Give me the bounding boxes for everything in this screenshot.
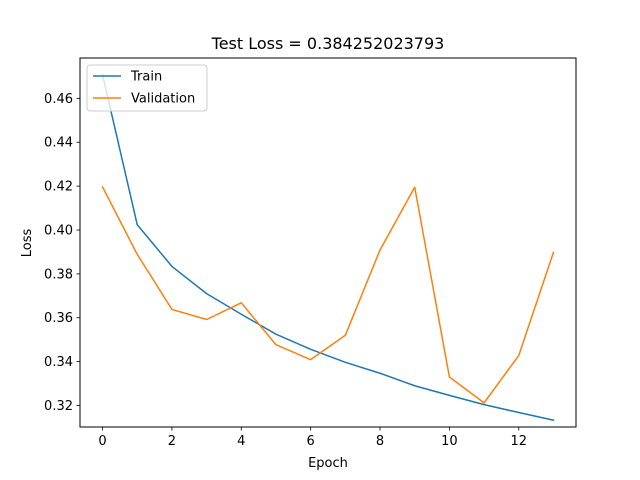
chart-title: Test Loss = 0.384252023793: [211, 34, 445, 53]
plot-frame: [79, 57, 577, 428]
legend-label-train: Train: [130, 70, 162, 85]
y-tick-label: 0.32: [44, 399, 73, 414]
y-tick-label: 0.42: [44, 180, 73, 195]
y-tick-label: 0.40: [44, 223, 73, 238]
y-axis-label: Loss: [20, 229, 35, 258]
x-axis-ticks: 0 2 4 6 8 10 12: [98, 427, 527, 449]
y-tick-label: 0.34: [44, 355, 73, 370]
legend-label-validation: Validation: [131, 92, 195, 107]
series-line-train: [101, 73, 555, 422]
series-layer: [101, 73, 555, 422]
y-tick-label: 0.38: [44, 267, 73, 282]
x-tick-label: 2: [168, 434, 176, 449]
x-tick-label: 8: [376, 434, 384, 449]
x-axis-label: Epoch: [308, 456, 348, 471]
legend: Train Validation: [86, 64, 208, 112]
x-tick-label: 12: [510, 434, 527, 449]
x-tick-label: 10: [441, 434, 458, 449]
y-tick-label: 0.44: [44, 136, 73, 151]
y-axis-ticks: 0.32 0.34 0.36 0.38 0.40 0.42 0.44 0.46: [44, 92, 80, 414]
y-tick-label: 0.46: [44, 92, 73, 107]
x-tick-label: 0: [98, 434, 106, 449]
y-tick-label: 0.36: [44, 311, 73, 326]
series-line-validation: [101, 185, 555, 404]
x-tick-label: 6: [307, 434, 315, 449]
x-tick-label: 4: [237, 434, 245, 449]
